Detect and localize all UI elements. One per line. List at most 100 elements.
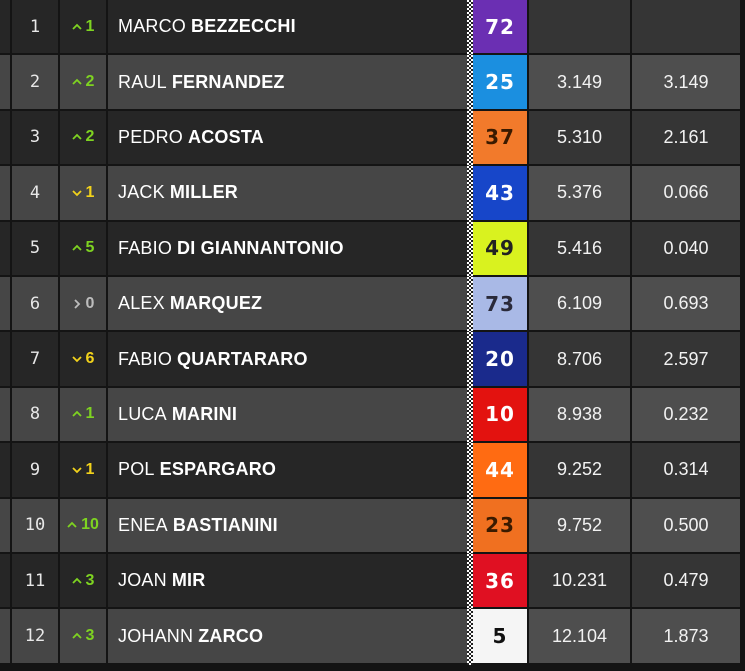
rider-name-cell: JOAN MIR <box>108 554 467 608</box>
checkered-strip <box>467 55 473 111</box>
last-name: ACOSTA <box>188 126 264 147</box>
interval-cell: 2.597 <box>632 332 740 386</box>
first-name: FABIO <box>118 237 173 258</box>
position-cell: 8 <box>12 387 58 442</box>
rider-number: 37 <box>485 125 515 150</box>
interval: 3.149 <box>663 71 709 92</box>
gap-cell: 6.109 <box>529 277 630 331</box>
change-cell: 1 <box>60 0 106 54</box>
interval: 2.161 <box>663 126 709 147</box>
row-edge <box>0 166 10 220</box>
row-edge <box>0 110 10 165</box>
rider-number: 5 <box>492 624 508 649</box>
interval-cell <box>632 0 740 54</box>
trend-icon <box>71 467 82 474</box>
position-cell: 11 <box>12 554 58 608</box>
position: 10 <box>24 515 46 536</box>
rider-name-cell: PEDRO ACOSTA <box>108 110 467 165</box>
row-edge <box>0 498 10 552</box>
gap-cell: 10.231 <box>529 554 630 608</box>
trend-icon <box>71 245 82 251</box>
position-cell: 12 <box>12 609 58 663</box>
first-name: FABIO <box>118 348 173 369</box>
gap-to-leader: 12.104 <box>551 625 608 646</box>
row-edge <box>0 0 10 54</box>
gap-cell: 12.104 <box>529 609 630 663</box>
position-change: 10 <box>81 516 99 534</box>
rider-number: 73 <box>485 291 515 316</box>
position-cell: 9 <box>12 443 58 497</box>
rider-number: 44 <box>485 457 515 482</box>
position-cell: 3 <box>12 110 58 165</box>
rider-number: 43 <box>485 180 515 205</box>
interval-cell: 0.314 <box>632 443 740 497</box>
position: 6 <box>29 293 41 314</box>
position: 2 <box>29 72 41 93</box>
position-change: 1 <box>85 460 95 478</box>
first-name: POL <box>118 459 155 480</box>
interval-cell: 0.232 <box>632 387 740 442</box>
position-cell: 5 <box>12 221 58 275</box>
interval-cell: 0.479 <box>632 554 740 608</box>
row-edge <box>0 609 10 663</box>
gap-to-leader: 8.706 <box>556 348 603 369</box>
trend-icon <box>71 134 82 141</box>
trend-icon <box>73 299 80 309</box>
bike-number: 10 <box>473 387 527 442</box>
rider-name-cell: JOHANN ZARCO <box>108 609 467 663</box>
checkered-strip <box>467 277 473 333</box>
rider-name-cell: FABIO QUARTARARO <box>108 332 467 386</box>
gap-cell: 3.149 <box>529 55 630 109</box>
trend-icon <box>71 190 82 197</box>
gap-to-leader: 8.938 <box>556 403 603 424</box>
position-cell: 4 <box>12 166 58 220</box>
position-cell: 7 <box>12 332 58 386</box>
checkered-strip <box>467 554 473 610</box>
first-name: ALEX <box>118 293 165 314</box>
bike-number: 37 <box>473 110 527 165</box>
gap-cell: 5.310 <box>529 110 630 165</box>
checkered-strip <box>467 332 473 388</box>
position: 9 <box>29 459 41 480</box>
rider-number: 25 <box>485 70 515 95</box>
bike-number: 49 <box>473 221 527 275</box>
change-cell: 10 <box>60 498 106 552</box>
first-name: JOAN <box>118 570 167 591</box>
row-edge <box>0 387 10 442</box>
position-change: 2 <box>85 128 95 146</box>
position: 11 <box>24 570 46 591</box>
checkered-strip <box>467 221 473 277</box>
first-name: MARCO <box>118 16 186 37</box>
bike-number: 43 <box>473 166 527 220</box>
change-cell: 3 <box>60 554 106 608</box>
trend-icon <box>71 411 82 418</box>
last-name: MARQUEZ <box>169 293 263 314</box>
gap-to-leader: 9.752 <box>556 514 603 535</box>
change-cell: 1 <box>60 166 106 220</box>
interval-cell: 0.693 <box>632 277 740 331</box>
position-cell: 1 <box>12 0 58 54</box>
checkered-strip <box>467 443 473 499</box>
bike-number: 5 <box>473 609 527 663</box>
first-name: JACK <box>118 182 165 203</box>
first-name: JOHANN <box>118 625 194 646</box>
last-name: QUARTARARO <box>177 348 308 369</box>
last-name: MILLER <box>169 182 239 203</box>
interval: 2.597 <box>663 348 709 369</box>
change-cell: 6 <box>60 332 106 386</box>
interval-cell: 0.066 <box>632 166 740 220</box>
gap-cell: 8.706 <box>529 332 630 386</box>
position: 7 <box>29 349 41 370</box>
rider-name-cell: MARCO BEZZECCHI <box>108 0 467 54</box>
rider-name-cell: LUCA MARINI <box>108 387 467 442</box>
rider-name-cell: FABIO DI GIANNANTONIO <box>108 221 467 275</box>
bike-number: 44 <box>473 443 527 497</box>
bike-number: 36 <box>473 554 527 608</box>
interval: 0.066 <box>663 182 709 203</box>
first-name: PEDRO <box>118 126 184 147</box>
interval-cell: 2.161 <box>632 110 740 165</box>
trend-icon <box>71 356 82 363</box>
rider-number: 20 <box>485 347 515 372</box>
interval-cell: 0.500 <box>632 498 740 552</box>
last-name: MIR <box>171 570 206 591</box>
